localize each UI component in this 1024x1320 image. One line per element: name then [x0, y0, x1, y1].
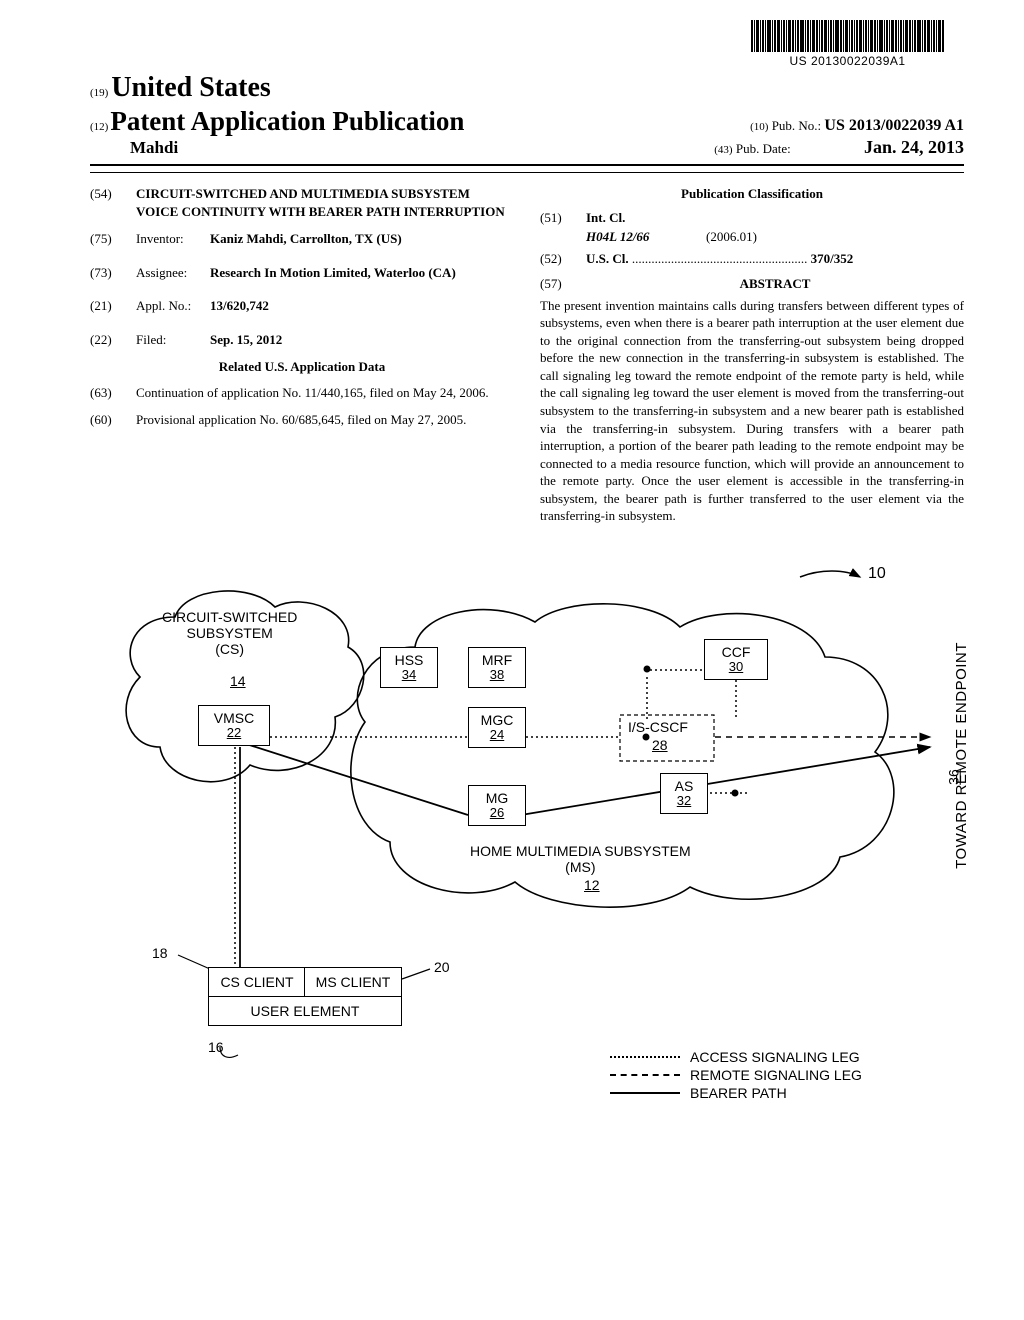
- mgc-label: MGC: [475, 712, 519, 728]
- left-column: (54) CIRCUIT-SWITCHED AND MULTIMEDIA SUB…: [90, 185, 514, 525]
- author-surname: Mahdi: [130, 138, 178, 158]
- tag-19: (19): [90, 87, 108, 99]
- mrf-box: MRF 38: [468, 647, 526, 688]
- mrf-label: MRF: [475, 652, 519, 668]
- ccf-label: CCF: [711, 644, 761, 660]
- vmsc-label: VMSC: [205, 710, 263, 726]
- mg-num: 26: [475, 806, 519, 821]
- tag-73: (73): [90, 264, 136, 282]
- vmsc-box: VMSC 22: [198, 705, 270, 746]
- tag-22: (22): [90, 331, 136, 349]
- ms-client-label: MS CLIENT: [316, 974, 391, 990]
- hss-label: HSS: [387, 652, 431, 668]
- vmsc-num: 22: [205, 726, 263, 741]
- ref-10: 10: [868, 565, 886, 583]
- mgc-num: 24: [475, 728, 519, 743]
- provisional-text: Provisional application No. 60/685,645, …: [136, 411, 514, 429]
- mrf-num: 38: [475, 668, 519, 683]
- cs-client-box: CS CLIENT: [208, 967, 306, 997]
- ccf-num: 30: [711, 660, 761, 675]
- legend-access: ACCESS SIGNALING LEG: [690, 1049, 860, 1065]
- cs-client-label: CS CLIENT: [220, 974, 293, 990]
- mg-box: MG 26: [468, 785, 526, 826]
- tag-43: (43): [714, 144, 732, 156]
- inventor-label: Inventor:: [136, 230, 210, 248]
- uscl-label: U.S. Cl.: [586, 251, 629, 266]
- ms-subsystem-label: HOME MULTIMEDIA SUBSYSTEM (MS): [470, 843, 691, 875]
- patent-header: (19) United States (12) Patent Applicati…: [90, 72, 964, 173]
- filed-label: Filed:: [136, 331, 210, 349]
- appl-no: 13/620,742: [210, 297, 514, 315]
- tag-21: (21): [90, 297, 136, 315]
- cs-num: 14: [230, 673, 246, 689]
- iscscf-label: I/S-CSCF: [628, 719, 688, 735]
- abstract-label: ABSTRACT: [586, 275, 964, 293]
- bibliographic-columns: (54) CIRCUIT-SWITCHED AND MULTIMEDIA SUB…: [90, 185, 964, 525]
- pubclass-header: Publication Classification: [540, 185, 964, 203]
- tag-51: (51): [540, 209, 586, 227]
- abstract-text: The present invention maintains calls du…: [540, 297, 964, 525]
- pubdate: Jan. 24, 2013: [864, 137, 964, 157]
- applno-label: Appl. No.:: [136, 297, 210, 315]
- continuation-text: Continuation of application No. 11/440,1…: [136, 384, 514, 402]
- intcl-year: (2006.01): [706, 228, 757, 246]
- ms-num: 12: [584, 877, 600, 893]
- endpoint-num: 36: [946, 769, 962, 785]
- barcode-graphic: [751, 20, 944, 52]
- legend-bearer: BEARER PATH: [690, 1085, 787, 1101]
- filed-date: Sep. 15, 2012: [210, 331, 514, 349]
- barcode-text: US 20130022039A1: [751, 54, 944, 68]
- iscscf-num: 28: [652, 737, 668, 753]
- related-header: Related U.S. Application Data: [90, 358, 514, 376]
- right-column: Publication Classification (51) Int. Cl.…: [540, 185, 964, 525]
- ref-16: 16: [208, 1039, 224, 1055]
- hss-box: HSS 34: [380, 647, 438, 688]
- pubdate-label: Pub. Date:: [736, 141, 791, 156]
- rule-thin: [90, 172, 964, 173]
- user-element-box: USER ELEMENT: [208, 997, 402, 1026]
- cs-subsystem-label: CIRCUIT-SWITCHED SUBSYSTEM (CS): [162, 609, 297, 657]
- tag-10: (10): [750, 121, 768, 133]
- tag-63: (63): [90, 384, 136, 402]
- ref-20: 20: [434, 959, 450, 975]
- as-num: 32: [667, 794, 701, 809]
- as-box: AS 32: [660, 773, 708, 814]
- assignee-label: Assignee:: [136, 264, 210, 282]
- ref-18: 18: [152, 945, 168, 961]
- patent-figure: 10 CIRCUIT-SWITCHED SUBSYSTEM (CS) 14 VM…: [90, 547, 964, 1127]
- tag-54: (54): [90, 185, 136, 220]
- assignee-name: Research In Motion Limited, Waterloo (CA…: [210, 265, 456, 280]
- ms-client-box: MS CLIENT: [304, 967, 402, 997]
- pubno: US 2013/0022039 A1: [824, 117, 964, 134]
- ccf-box: CCF 30: [704, 639, 768, 680]
- uscl-value: 370/352: [811, 251, 854, 266]
- mgc-box: MGC 24: [468, 707, 526, 748]
- mg-label: MG: [475, 790, 519, 806]
- invention-title: CIRCUIT-SWITCHED AND MULTIMEDIA SUBSYSTE…: [136, 185, 514, 220]
- tag-60: (60): [90, 411, 136, 429]
- uscl-dots: ........................................…: [632, 251, 811, 266]
- tag-12: (12): [90, 121, 108, 133]
- legend-remote: REMOTE SIGNALING LEG: [690, 1067, 862, 1083]
- endpoint-label: TOWARD REMOTE ENDPOINT: [953, 642, 970, 869]
- pubno-label: Pub. No.:: [772, 118, 821, 133]
- barcode-block: US 20130022039A1: [751, 20, 944, 68]
- tag-57: (57): [540, 275, 586, 293]
- figure-legend: ACCESS SIGNALING LEG REMOTE SIGNALING LE…: [610, 1047, 862, 1103]
- inventor-name: Kaniz Mahdi, Carrollton, TX (US): [210, 230, 514, 248]
- hss-num: 34: [387, 668, 431, 683]
- as-label: AS: [667, 778, 701, 794]
- intcl-code: H04L 12/66: [586, 228, 706, 246]
- publication-title: Patent Application Publication: [110, 106, 464, 137]
- user-element-label: USER ELEMENT: [251, 1003, 360, 1019]
- tag-75: (75): [90, 230, 136, 248]
- rule-thick: [90, 164, 964, 166]
- tag-52: (52): [540, 250, 586, 268]
- intcl-label: Int. Cl.: [586, 209, 964, 227]
- country: United States: [111, 72, 270, 103]
